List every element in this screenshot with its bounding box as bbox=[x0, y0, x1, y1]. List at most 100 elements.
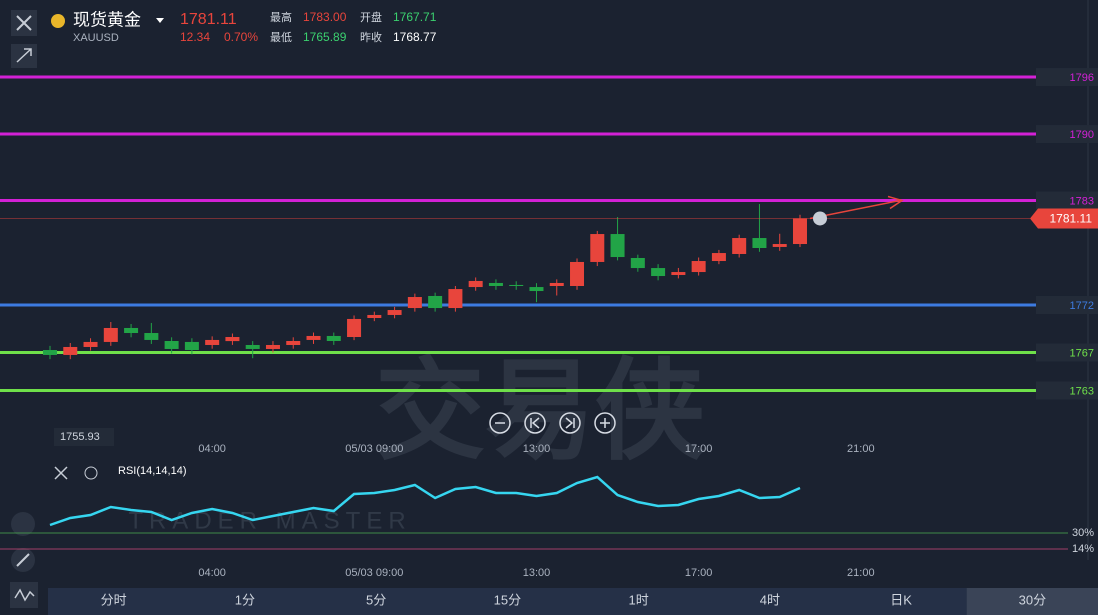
x-tick-label: 13:00 bbox=[523, 567, 551, 579]
level-label: 1796 bbox=[1070, 72, 1094, 84]
rsi-settings[interactable] bbox=[84, 466, 98, 480]
high: 1783.00 bbox=[303, 10, 347, 24]
indicator-icon bbox=[14, 588, 35, 602]
level-label: 1783 bbox=[1070, 195, 1094, 207]
gold-icon bbox=[51, 14, 65, 28]
candle-body bbox=[428, 295, 443, 309]
level-tag bbox=[1036, 295, 1098, 314]
rsi-close[interactable] bbox=[54, 466, 68, 480]
candle-body bbox=[651, 268, 666, 277]
low-label: 最低 bbox=[270, 31, 292, 44]
level-label: 1767 bbox=[1070, 347, 1094, 359]
low: 1765.89 bbox=[303, 30, 347, 44]
candle-body bbox=[671, 272, 686, 275]
tab[interactable]: 分时 bbox=[101, 592, 127, 607]
tab-bar bbox=[48, 588, 1098, 615]
level-label: 1763 bbox=[1070, 385, 1094, 397]
candle-body bbox=[448, 289, 463, 309]
candle-body bbox=[549, 282, 564, 287]
last-price-label: 1781.11 bbox=[1050, 212, 1093, 226]
candle-body bbox=[711, 253, 726, 262]
x-tick-label: 21:00 bbox=[847, 567, 875, 579]
level-tag bbox=[1036, 68, 1098, 87]
tab-active bbox=[966, 588, 1098, 615]
level-label: 1772 bbox=[1070, 300, 1094, 312]
chart-controls bbox=[489, 412, 616, 434]
candle-body bbox=[792, 218, 807, 245]
pen-icon bbox=[16, 553, 30, 567]
level-tag bbox=[1036, 343, 1098, 362]
zoom-out[interactable] bbox=[489, 412, 511, 434]
x-tick-label: 13:00 bbox=[523, 443, 551, 455]
tab[interactable]: 5分 bbox=[366, 592, 386, 607]
x-tick-label: 04:00 bbox=[198, 567, 226, 579]
candle-body bbox=[387, 310, 402, 315]
tab[interactable]: 1分 bbox=[235, 592, 255, 607]
x-tick-label: 17:00 bbox=[685, 567, 713, 579]
tab[interactable]: 15分 bbox=[494, 592, 521, 607]
candle-body bbox=[488, 282, 503, 287]
candle-body bbox=[184, 341, 199, 351]
tab[interactable]: 1时 bbox=[629, 592, 649, 607]
change: 12.34 bbox=[180, 30, 210, 44]
candle-body bbox=[367, 314, 382, 319]
candle-body bbox=[306, 335, 321, 340]
close-icon bbox=[16, 15, 32, 31]
candle-body bbox=[590, 234, 605, 262]
symbol-name[interactable]: 现货黄金 bbox=[73, 10, 141, 29]
candle-body bbox=[752, 238, 767, 249]
level-tag bbox=[1036, 125, 1098, 144]
candle-body bbox=[630, 257, 645, 269]
candle-body bbox=[570, 261, 585, 287]
level-label: 1790 bbox=[1070, 129, 1094, 141]
info-icon[interactable] bbox=[813, 211, 827, 226]
candle-body bbox=[265, 344, 280, 349]
symbol-code: XAUUSD bbox=[73, 32, 119, 44]
tab[interactable]: 日K bbox=[890, 592, 912, 607]
zoom-in[interactable] bbox=[594, 412, 616, 434]
tab[interactable]: 4时 bbox=[760, 592, 780, 607]
candle-body bbox=[43, 350, 57, 355]
high-label: 最高 bbox=[270, 10, 292, 24]
last-price-tag bbox=[1030, 208, 1098, 229]
candle-body bbox=[124, 327, 139, 334]
candle-body bbox=[610, 234, 625, 258]
rsi-level-label: 30% bbox=[1072, 527, 1094, 539]
candle-body bbox=[347, 318, 362, 338]
candle-body bbox=[286, 340, 301, 345]
watermark-sub: TRADER MASTER bbox=[128, 507, 411, 534]
watermark: 交易侠 bbox=[375, 350, 706, 473]
candle-body bbox=[103, 327, 118, 342]
open-label: 开盘 bbox=[360, 10, 382, 24]
x-tick-label: 21:00 bbox=[847, 443, 875, 455]
x-tick-label: 04:00 bbox=[198, 443, 226, 455]
level-tag bbox=[1036, 191, 1098, 210]
candle-body bbox=[245, 344, 260, 349]
low-mark: 1755.93 bbox=[60, 431, 100, 443]
candle-body bbox=[326, 335, 341, 341]
prev[interactable] bbox=[524, 412, 546, 434]
low-mark-box bbox=[54, 428, 114, 446]
rsi-label: RSI(14,14,14) bbox=[118, 465, 186, 477]
level-tag bbox=[1036, 381, 1098, 400]
candle-body bbox=[225, 337, 240, 342]
dropdown-arrow[interactable] bbox=[156, 18, 164, 23]
candle-body bbox=[144, 333, 159, 340]
prev-close-label: 昨收 bbox=[360, 30, 382, 44]
change-pct: 0.70% bbox=[224, 30, 258, 44]
candle-body bbox=[63, 346, 78, 355]
candle-body bbox=[529, 287, 544, 292]
prev-close: 1768.77 bbox=[393, 30, 437, 44]
tab[interactable]: 30分 bbox=[1019, 592, 1046, 607]
x-tick-label: 05/03 09:00 bbox=[345, 443, 403, 455]
candle-body bbox=[205, 339, 220, 345]
candle-body bbox=[164, 340, 179, 349]
price: 1781.11 bbox=[180, 11, 237, 28]
tool-button[interactable] bbox=[11, 512, 35, 536]
candle-body bbox=[83, 341, 98, 347]
x-tick-label: 05/03 09:00 bbox=[345, 567, 403, 579]
next[interactable] bbox=[559, 412, 581, 434]
x-tick-label: 17:00 bbox=[685, 443, 713, 455]
